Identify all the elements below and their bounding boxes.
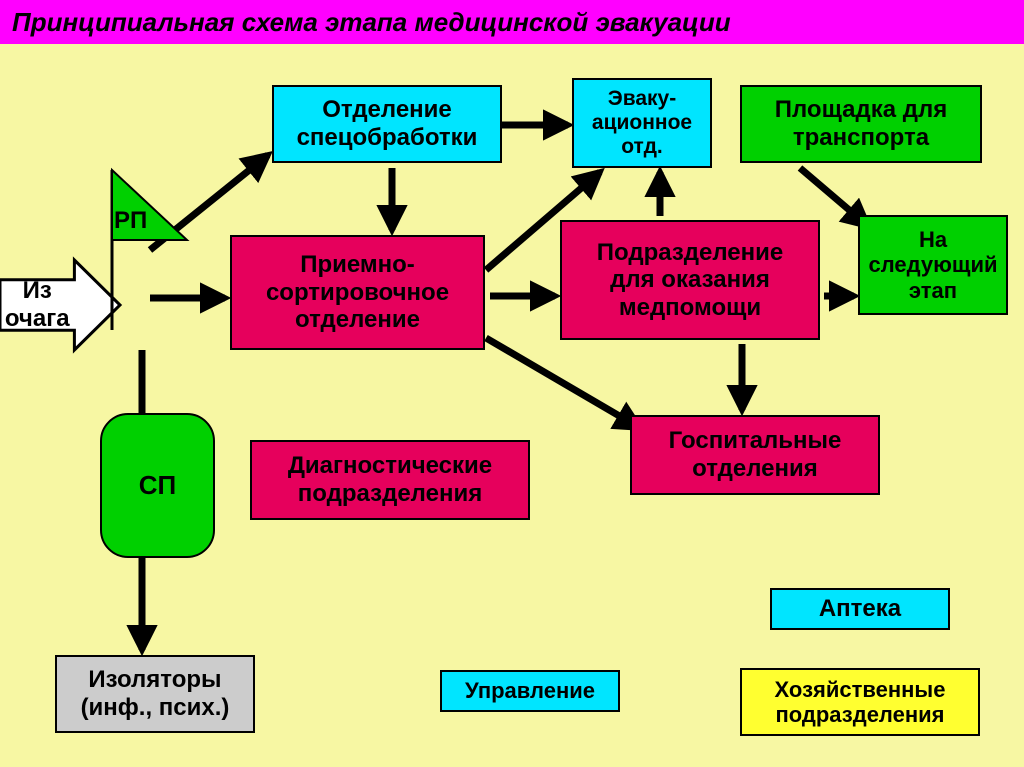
node-evac_dept-label: Эваку- ационное отд. bbox=[586, 83, 698, 163]
edge bbox=[486, 338, 640, 428]
node-utility: Хозяйственные подразделения bbox=[740, 668, 980, 736]
node-sp-label: СП bbox=[133, 467, 182, 505]
node-evac_dept: Эваку- ационное отд. bbox=[572, 78, 712, 168]
node-diagnostic: Диагностические подразделения bbox=[250, 440, 530, 520]
node-spec_processing: Отделение спецобработки bbox=[272, 85, 502, 163]
node-transport_area-label: Площадка для транспорта bbox=[769, 92, 953, 155]
node-pharmacy-label: Аптека bbox=[813, 591, 907, 627]
node-care_unit: Подразделение для оказания медпомощи bbox=[560, 220, 820, 340]
node-next_stage-label: На следующий этап bbox=[862, 223, 1003, 307]
node-reception_sorting: Приемно- сортировочное отделение bbox=[230, 235, 485, 350]
title-text: Принципиальная схема этапа медицинской э… bbox=[12, 7, 731, 38]
node-rp_flag-label: РП bbox=[112, 203, 153, 239]
node-rp_flag: РП bbox=[112, 202, 161, 241]
node-isolators-label: Изоляторы (инф., псих.) bbox=[75, 662, 236, 725]
node-diagnostic-label: Диагностические подразделения bbox=[282, 448, 498, 511]
node-hospital_depts-label: Госпитальные отделения bbox=[663, 423, 848, 486]
node-from_source-label: Из очага bbox=[0, 273, 76, 336]
node-care_unit-label: Подразделение для оказания медпомощи bbox=[591, 235, 790, 326]
diagram-stage: Принципиальная схема этапа медицинской э… bbox=[0, 0, 1024, 767]
node-hospital_depts: Госпитальные отделения bbox=[630, 415, 880, 495]
node-from_source: Из очага bbox=[0, 280, 74, 330]
title-bar: Принципиальная схема этапа медицинской э… bbox=[0, 0, 1024, 44]
node-utility-label: Хозяйственные подразделения bbox=[769, 673, 952, 732]
node-management: Управление bbox=[440, 670, 620, 712]
node-isolators: Изоляторы (инф., псих.) bbox=[55, 655, 255, 733]
node-management-label: Управление bbox=[459, 674, 601, 707]
node-pharmacy: Аптека bbox=[770, 588, 950, 630]
node-sp: СП bbox=[100, 413, 215, 558]
node-spec_processing-label: Отделение спецобработки bbox=[291, 92, 484, 155]
node-next_stage: На следующий этап bbox=[858, 215, 1008, 315]
node-reception_sorting-label: Приемно- сортировочное отделение bbox=[260, 247, 455, 338]
node-transport_area: Площадка для транспорта bbox=[740, 85, 982, 163]
